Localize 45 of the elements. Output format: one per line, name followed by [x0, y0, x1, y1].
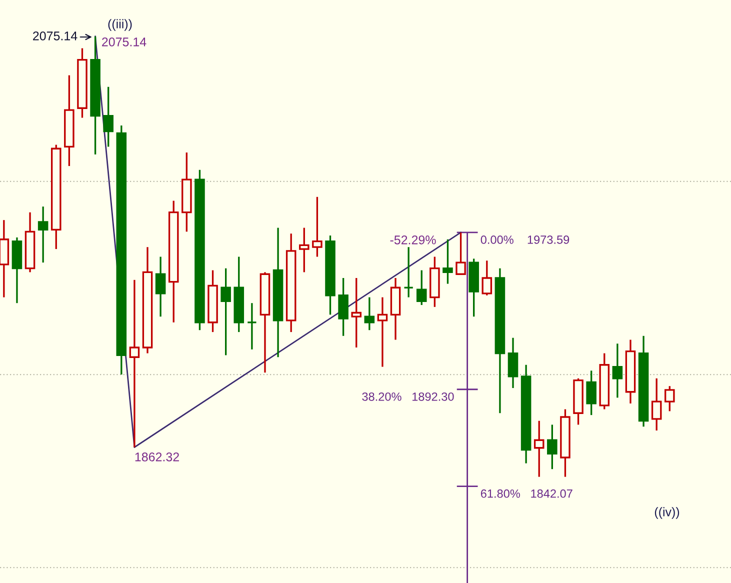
candlestick [142, 246, 153, 354]
candlestick [0, 219, 10, 298]
candlestick [625, 338, 636, 404]
candlestick [638, 335, 649, 428]
candlestick [338, 277, 348, 337]
candlestick [12, 236, 22, 304]
candlestick [272, 226, 284, 358]
candlestick [155, 256, 166, 318]
candlestick [260, 271, 270, 374]
candlestick [547, 424, 558, 470]
ref-line-label: 61.80% 1842.07 [480, 489, 572, 498]
candlestick [508, 336, 518, 389]
candlestick [520, 364, 532, 464]
candlestick [129, 279, 140, 448]
annotation: 1862.32 [135, 452, 179, 462]
candlestick [430, 256, 440, 308]
annotation: ((iii)) [108, 19, 132, 31]
candlestick [168, 200, 179, 324]
candlestick [299, 226, 310, 274]
annotation: 2075.14 [33, 32, 78, 40]
candlestick [312, 196, 322, 258]
candlestick [77, 47, 88, 119]
candlestick [220, 268, 231, 356]
candlestick [586, 370, 596, 416]
candlestick [377, 296, 388, 368]
annotation: -52.29% [390, 236, 436, 244]
candlestick [103, 86, 114, 148]
candlestick [38, 206, 48, 264]
annotation: ((iv)) [654, 507, 680, 519]
candlestick [612, 342, 623, 399]
candlestick [351, 277, 362, 348]
candlestick [442, 238, 453, 285]
candlestick [208, 269, 218, 333]
annotation: 2075.14 [102, 38, 146, 46]
candlestick [651, 378, 662, 432]
candlestick [234, 256, 244, 333]
candlestick [534, 420, 544, 478]
candlestick [494, 268, 506, 414]
candlestick [64, 74, 74, 167]
ref-line-label: 38.20% 1892.30 [362, 392, 454, 401]
candlestick [286, 232, 296, 333]
ref-line-label: 0.00% 1973.59 [480, 236, 570, 244]
candlestick [182, 152, 192, 232]
candlestick [24, 212, 36, 274]
candlestick [390, 277, 401, 341]
